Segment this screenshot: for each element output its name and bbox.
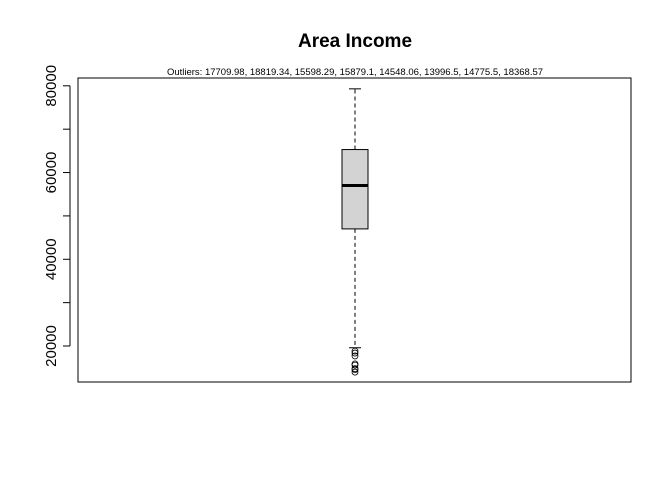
- y-axis: 20000 40000 60000 80000: [43, 65, 71, 367]
- outlier-point: [351, 347, 359, 355]
- y-tick-label: 80000: [43, 65, 60, 107]
- outlier-point: [351, 368, 359, 376]
- outlier-point: [351, 349, 359, 357]
- boxplot-series: [341, 88, 369, 376]
- outliers-subtitle: Outliers: 17709.98, 18819.34, 15598.29, …: [167, 67, 543, 78]
- y-tick-label: 20000: [43, 325, 60, 367]
- y-tick-label: 60000: [43, 152, 60, 194]
- chart-title: Area Income: [298, 31, 412, 52]
- outlier-point: [351, 365, 359, 373]
- outlier-point: [351, 352, 359, 360]
- y-tick-label: 40000: [43, 238, 60, 280]
- plot-frame: [77, 77, 632, 383]
- interquartile-box: [341, 149, 369, 230]
